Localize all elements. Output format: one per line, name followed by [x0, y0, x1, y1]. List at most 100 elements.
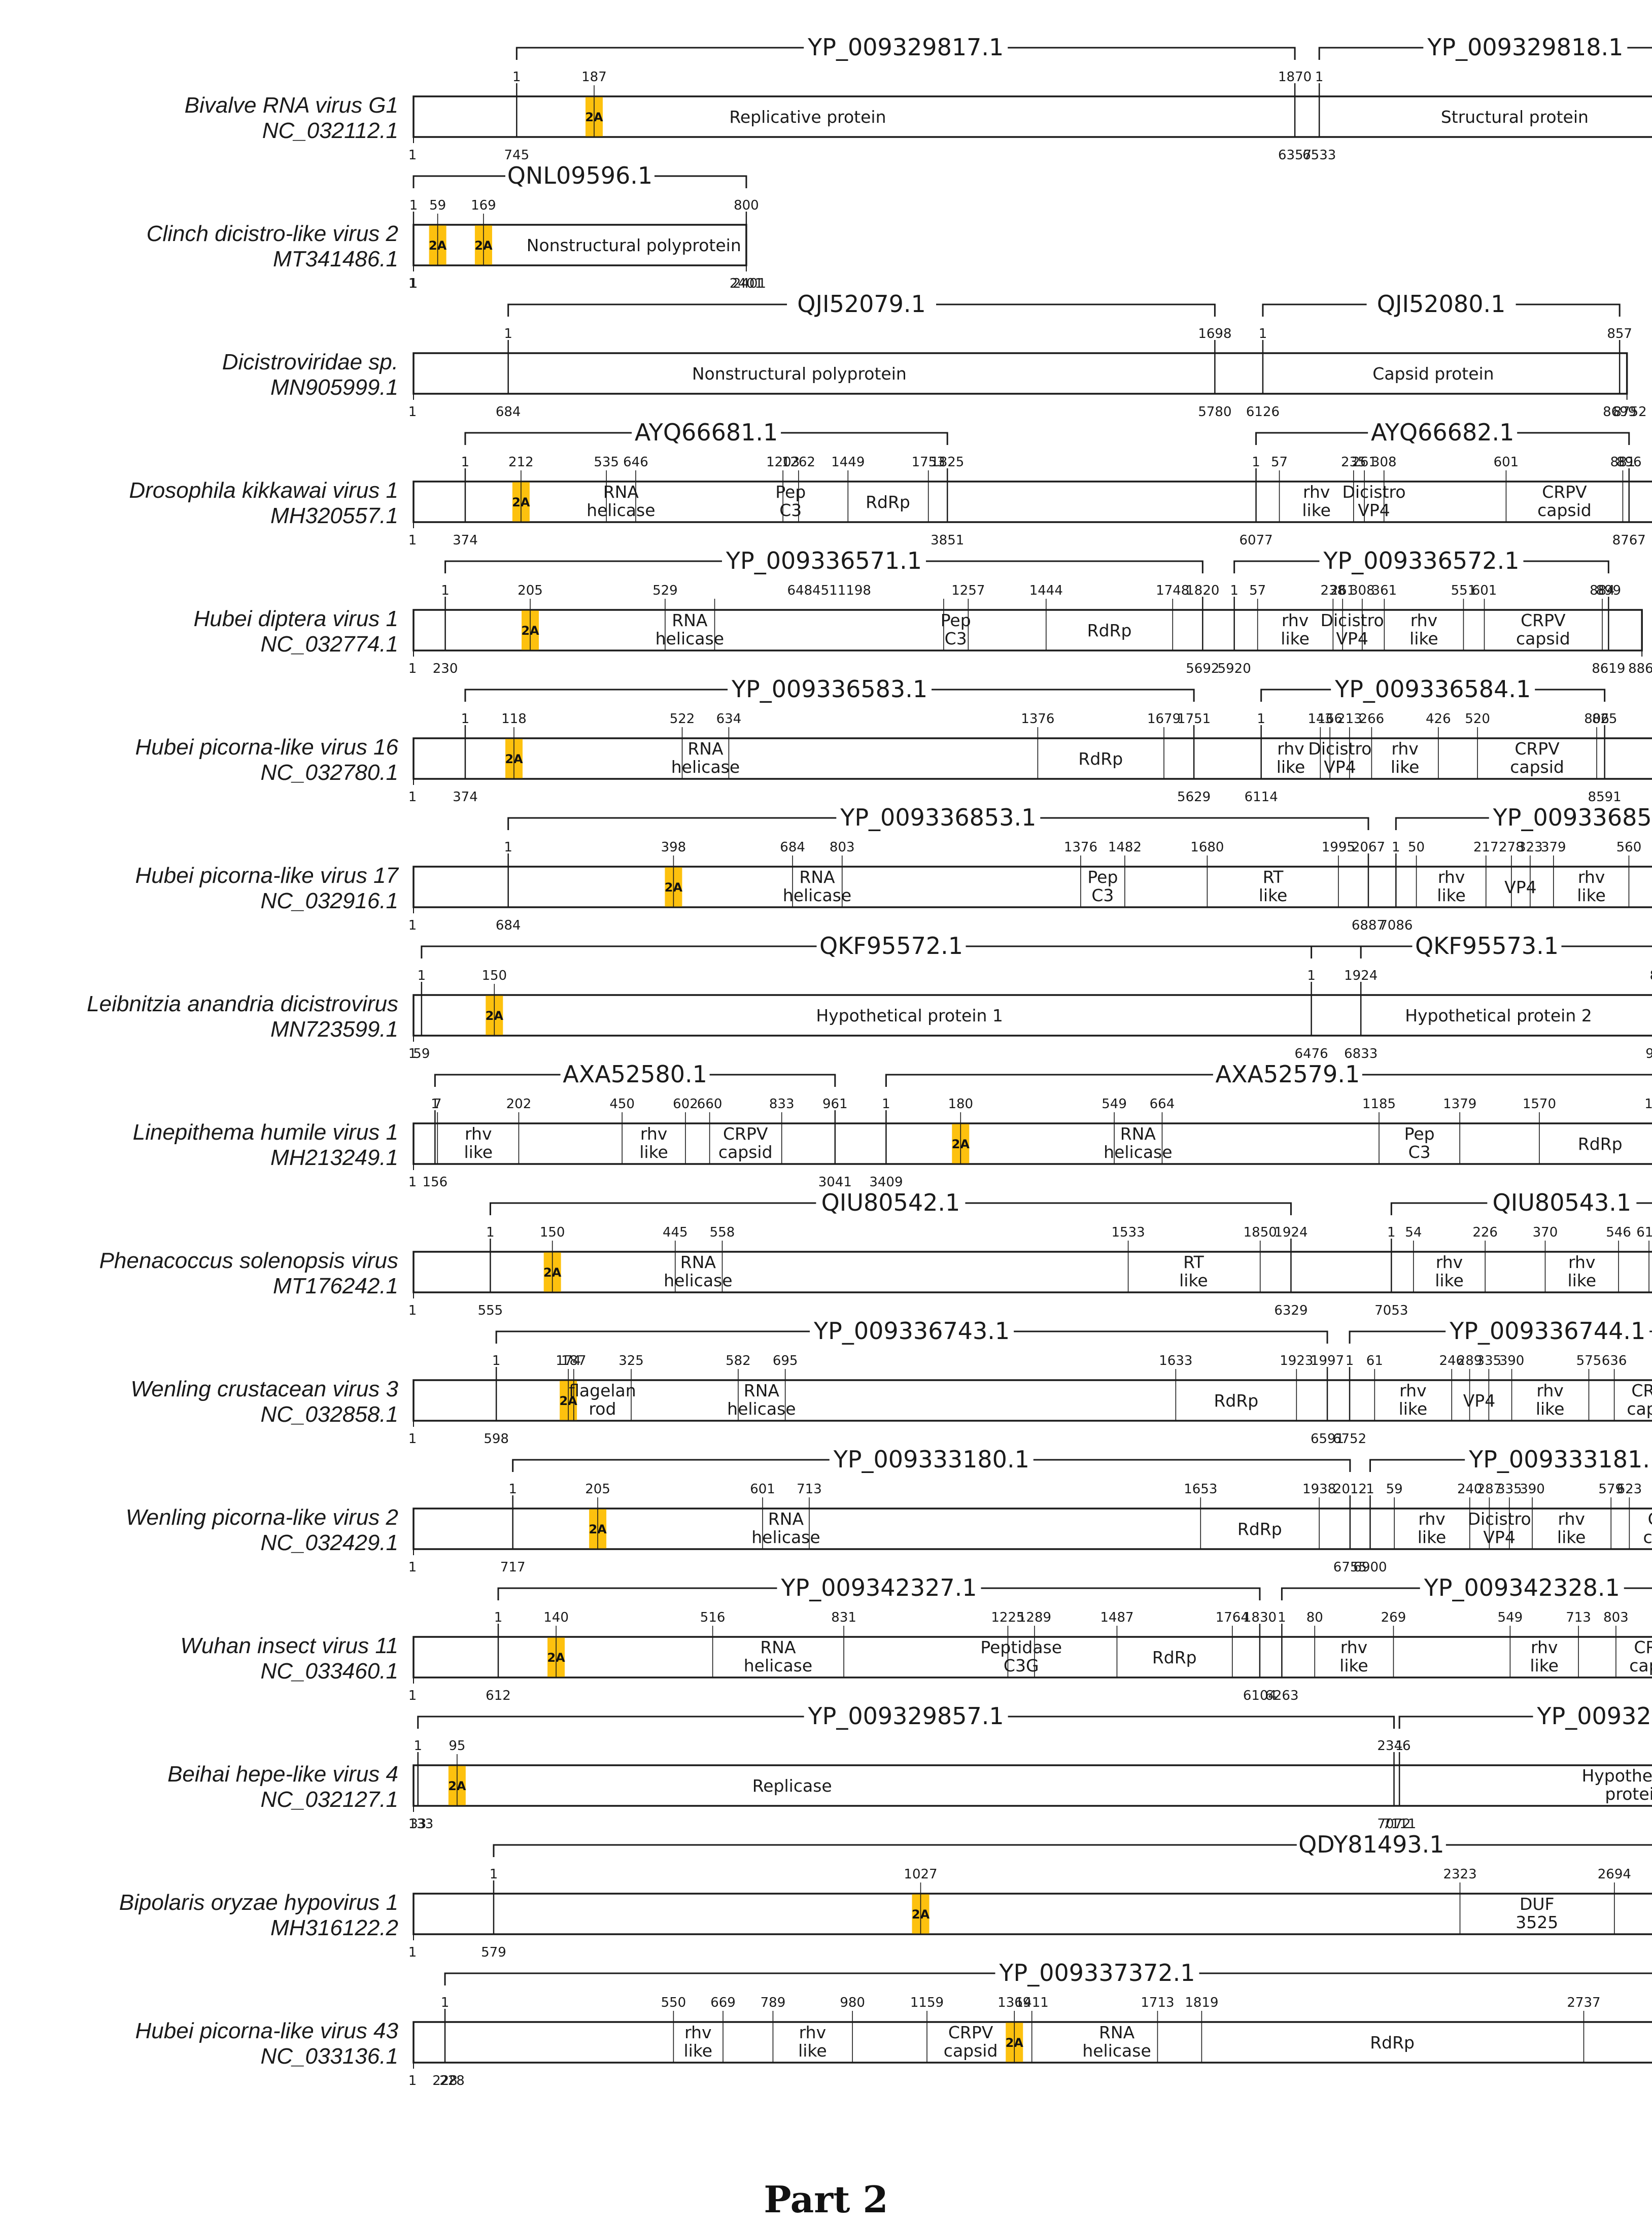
orf-start-nt: 6077 [1239, 533, 1272, 548]
aa-position: 289 [1457, 1353, 1483, 1368]
orf: 2A118054966411851379157018631930AXA52579… [869, 1060, 1652, 1190]
aa-position: 450 [609, 1097, 635, 1112]
aa-position: 549 [1102, 1097, 1127, 1112]
genome-accession: NC_032112.1 [262, 118, 398, 143]
orf-accession: QKF95573.1 [1415, 932, 1559, 960]
aa-position: 980 [840, 1995, 865, 2010]
aa-position: 1 [414, 1738, 422, 1754]
orf-start-nt: 374 [453, 790, 478, 805]
aa-position: 213 [1337, 711, 1362, 727]
domain-label: RNA helicase [783, 867, 851, 905]
aa-position: 1482 [1108, 840, 1142, 855]
domain-label: rhv like [1435, 1252, 1464, 1290]
genome-bar [412, 737, 1652, 780]
orf-accession-bg [1533, 1705, 1652, 1726]
orf: 11132YP_009329858.1711110509Hypothetical… [1383, 1702, 1652, 1832]
domain-label: Dicistro VP4 [1343, 482, 1406, 520]
orf-start-nt: 59 [413, 1046, 430, 1061]
genome-bar [412, 352, 1628, 395]
virus-row: Dicistroviridae sp.MN905999.1 1 8752 1 1698 Q… [222, 290, 1647, 420]
orf-accession: YP_009336854.1 [1493, 804, 1652, 831]
orf-start-nt: 684 [496, 404, 521, 420]
aa-position: 520 [1465, 711, 1490, 727]
domain-label: Dicistro VP4 [1308, 739, 1371, 777]
orf-end-nt: 8619 [1592, 661, 1625, 676]
virus-row: Linepithema humile virus 1MH213249.11985… [133, 1060, 1652, 1190]
genome-accession: MT341486.1 [273, 247, 398, 271]
aa-position: 1203 [766, 455, 800, 470]
orf-start-nt: 6114 [1245, 790, 1278, 805]
orf-end-nt: 8591 [1588, 790, 1622, 805]
aa-position: 1 [441, 1995, 450, 2010]
orf-accession: YP_009333180.1 [833, 1446, 1029, 1473]
aa-position: 1 [1315, 70, 1324, 85]
aa-position: 602 [673, 1097, 698, 1112]
orf-start-nt: 579 [481, 1945, 506, 1960]
orf: 2A1 205 529 6484511198 1257 1444 17481820YP_00… [433, 547, 1220, 676]
aa-position: 713 [1566, 1610, 1591, 1625]
genome-accession: NC_033136.1 [260, 2044, 398, 2069]
aa-position: 1 [1395, 1738, 1404, 1754]
aa-position: 2323 [1443, 1867, 1476, 1882]
aa-position: 669 [710, 1995, 736, 2010]
orf-accession-bg [995, 1962, 1199, 1982]
orf-end-nt: 3851 [931, 533, 964, 548]
orf-accession: AXA52579.1 [1216, 1060, 1360, 1088]
genome-accession: MN905999.1 [270, 375, 398, 400]
aa-position: 1 [431, 1097, 439, 1112]
orf: 2A1 398 684 803 1376 1482 1680 19952067YP_00933… [496, 804, 1385, 933]
domain-label: Hypothetical protein 2 [1405, 1006, 1592, 1025]
aa-position: 398 [661, 840, 686, 855]
aa-position: 1 [504, 840, 512, 855]
orf-accession: YP_009336853.1 [840, 804, 1036, 831]
orf-end-nt: 6591 [1311, 1431, 1344, 1447]
aa-position: 187 [561, 1353, 587, 1368]
orf-start-nt: 7111 [1383, 1817, 1416, 1832]
domain-label: rhv like [798, 2023, 827, 2061]
virus-name: Linepithema humile virus 1 [133, 1120, 398, 1145]
domain-label: rhv like [639, 1124, 668, 1162]
orf-accession-bg [1465, 1449, 1652, 1469]
orf-start-nt: 1 [409, 276, 418, 291]
aa-position: 1 [492, 1353, 501, 1368]
virus-name: Bipolaris oryzae hypovirus 1 [119, 1890, 398, 1915]
aa-position: 1 [461, 711, 470, 727]
aa-position: 2694 [1598, 1867, 1631, 1882]
aa-position: 1376 [1021, 711, 1054, 727]
virus-row: Wenling picorna-like virus 2NC_032429.1 1… [126, 1446, 1652, 1575]
aa-position: 379 [1541, 840, 1566, 855]
genome-start-label: 1 [408, 1431, 417, 1447]
orf-accession-bg [1331, 678, 1535, 699]
genome-accession: NC_032858.1 [260, 1402, 398, 1427]
genome-start-label: 1 [408, 790, 417, 805]
aa-position: 1 [1387, 1225, 1396, 1240]
domain-label: rhv like [1399, 1381, 1428, 1419]
orf-start-nt: 6476 [1295, 1046, 1328, 1061]
orf-accession: QIU80542.1 [821, 1189, 960, 1216]
orf-start-nt: 228 [432, 2073, 458, 2088]
orf-end-nt: 8767 [1612, 533, 1646, 548]
aa-position: 1 [486, 1225, 495, 1240]
genome-bar [412, 1122, 1652, 1165]
genome-bar [412, 481, 1652, 523]
aa-position: 1449 [831, 455, 865, 470]
aa-position: 390 [1520, 1482, 1545, 1497]
virus-name: Hubei diptera virus 1 [193, 606, 398, 631]
orf-accession-bg [1296, 1834, 1446, 1854]
aa-position: 266 [1359, 711, 1385, 727]
genome-start-label: 1 [408, 276, 417, 291]
aa-position: 601 [1494, 455, 1519, 470]
orf-accession-bg [1420, 1577, 1624, 1597]
domain-label: Replicase [752, 1776, 832, 1796]
genome-start-label: 1 [408, 918, 417, 933]
virus-row: Hubei picorna-like virus 16NC_032780.119… [135, 675, 1652, 805]
domain-label: RNA helicase [1104, 1124, 1172, 1162]
aa-position: 95 [449, 1738, 465, 1754]
aa-position: 1570 [1523, 1097, 1556, 1112]
